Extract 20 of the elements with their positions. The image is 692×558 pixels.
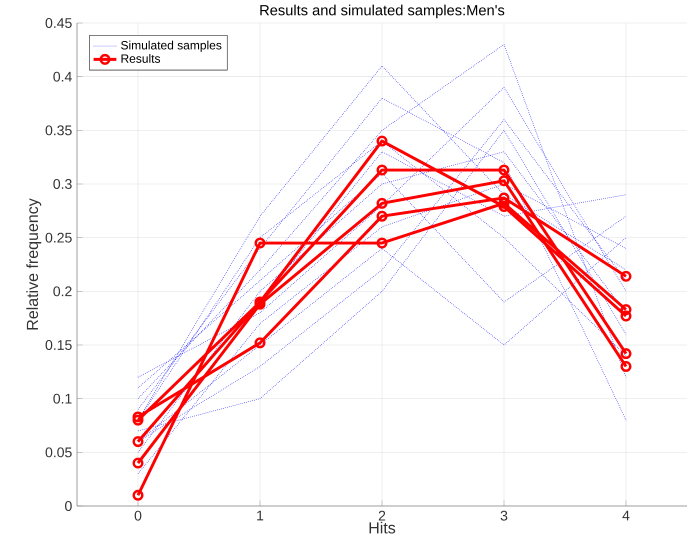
x-tick-label: 1 (257, 510, 264, 520)
y-tick-label: 0.2 (53, 286, 72, 296)
y-tick-label: 0.3 (53, 179, 72, 189)
y-tick-label: 0.4 (53, 72, 72, 82)
x-axis-title: Hits (370, 522, 396, 534)
y-tick-label: 0.15 (46, 340, 72, 350)
y-axis-title: Relative frequency (26, 198, 42, 330)
x-tick-label: 0 (134, 510, 142, 521)
y-tick-label: 0 (65, 501, 72, 511)
y-tick-label: 0.05 (46, 447, 72, 458)
y-tick-label: 0.25 (46, 232, 72, 243)
x-tick-label: 2 (378, 510, 386, 520)
y-tick-label: 0.45 (46, 18, 72, 28)
x-tick-label: 4 (622, 510, 630, 520)
chart-title: Results and simulated samples:Men's (260, 4, 504, 18)
x-tick-label: 3 (500, 510, 508, 521)
legend-label: Results (121, 54, 160, 63)
y-tick-label: 0.35 (46, 125, 72, 136)
y-tick-label: 0.1 (53, 394, 72, 404)
legend-label: Simulated samples (121, 40, 222, 52)
